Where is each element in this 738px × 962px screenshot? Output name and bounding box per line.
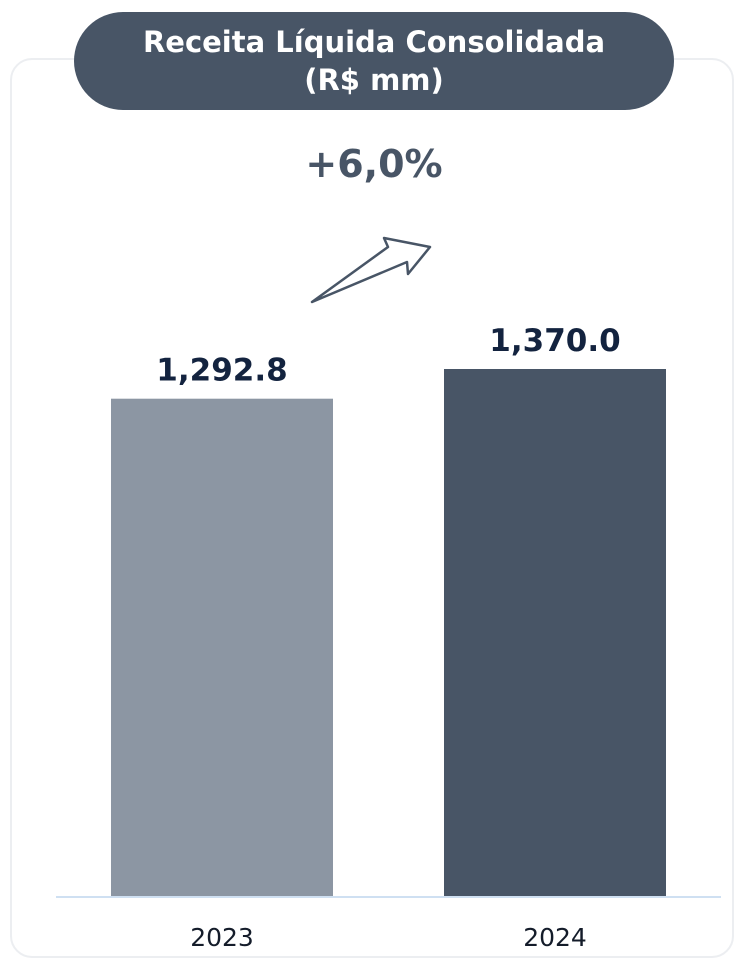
bar-2024 xyxy=(444,369,666,896)
chart-title-line2: (R$ mm) xyxy=(304,63,444,97)
chart-title: Receita Líquida Consolidada (R$ mm) xyxy=(74,12,674,110)
bar-value-label-2023: 1,292.8 xyxy=(156,353,287,389)
chart-title-line1: Receita Líquida Consolidada xyxy=(142,25,606,59)
bar-2023 xyxy=(111,398,333,896)
bar-value-label-2024: 1,370.0 xyxy=(489,323,620,359)
category-label-2023: 2023 xyxy=(190,923,254,952)
category-label-2024: 2024 xyxy=(523,923,587,952)
growth-percentage: +6,0% xyxy=(305,142,443,186)
trend-up-arrow-icon xyxy=(310,236,432,304)
